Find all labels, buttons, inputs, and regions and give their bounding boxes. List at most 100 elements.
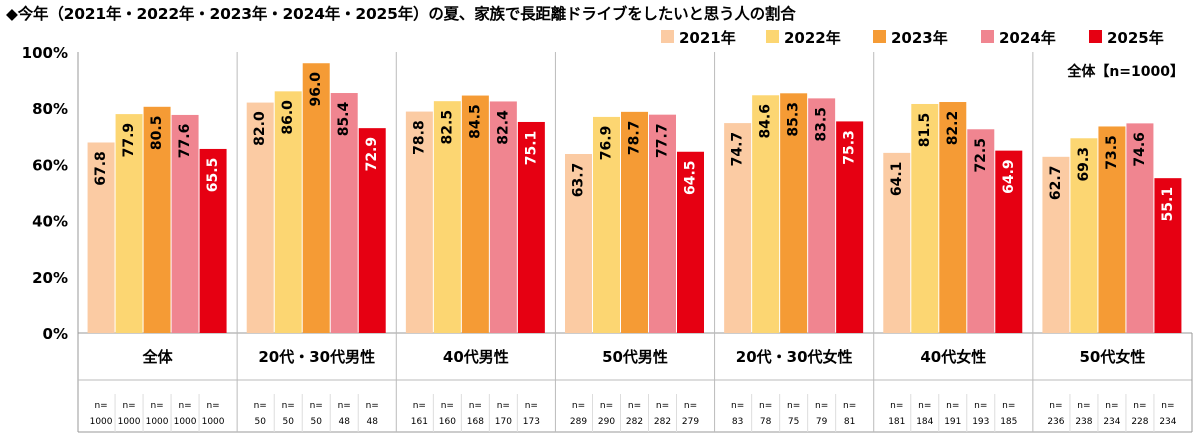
bar-value-label: 86.0 — [280, 100, 296, 135]
bar — [405, 111, 433, 334]
n-prefix-label: n= — [1161, 401, 1174, 411]
bar-value-label: 72.5 — [973, 138, 989, 173]
n-prefix-label: n= — [366, 401, 379, 411]
bar — [677, 151, 704, 333]
n-prefix-label: n= — [656, 401, 669, 411]
bar-value-label: 77.6 — [177, 124, 193, 159]
bar — [115, 114, 143, 333]
n-value: 48 — [338, 417, 350, 427]
n-prefix-label: n= — [1077, 401, 1090, 411]
n-value: 282 — [626, 417, 643, 427]
legend-swatch — [873, 30, 886, 43]
category-label: 40代男性 — [443, 348, 509, 366]
bar-value-label: 64.5 — [683, 160, 699, 195]
n-value: 234 — [1103, 417, 1120, 427]
y-tick-label: 0% — [43, 325, 68, 343]
n-prefix-label: n= — [94, 401, 107, 411]
legend-label: 2024年 — [999, 29, 1056, 47]
bar — [883, 152, 911, 333]
bar — [911, 103, 939, 333]
bar-value-label: 84.6 — [758, 104, 774, 139]
n-value: 1000 — [146, 417, 169, 427]
n-value: 181 — [888, 417, 905, 427]
bar-value-label: 81.5 — [917, 113, 933, 148]
y-tick-label: 60% — [32, 156, 68, 174]
n-value: 191 — [944, 417, 961, 427]
bar-value-label: 85.4 — [336, 101, 352, 136]
n-prefix-label: n= — [338, 401, 351, 411]
legend-label: 2021年 — [679, 29, 736, 47]
bar-value-label: 67.8 — [93, 151, 109, 186]
bar — [246, 102, 274, 333]
n-prefix-label: n= — [946, 401, 959, 411]
bar-value-label: 82.5 — [439, 110, 455, 145]
legend-label: 2023年 — [891, 29, 948, 47]
n-prefix-label: n= — [441, 401, 454, 411]
n-value: 282 — [654, 417, 671, 427]
n-prefix-label: n= — [525, 401, 538, 411]
n-prefix-label: n= — [731, 401, 744, 411]
n-prefix-label: n= — [178, 401, 191, 411]
bar-value-label: 74.7 — [730, 132, 746, 167]
n-value: 83 — [732, 417, 743, 427]
n-prefix-label: n= — [282, 401, 295, 411]
bar-value-label: 63.7 — [571, 163, 587, 198]
n-value: 1000 — [174, 417, 197, 427]
y-tick-label: 40% — [32, 213, 68, 231]
bar-value-label: 77.7 — [655, 123, 671, 158]
bar-value-label: 75.1 — [523, 131, 539, 166]
bar-value-label: 77.9 — [121, 123, 137, 158]
y-tick-label: 100% — [22, 44, 68, 62]
n-prefix-label: n= — [843, 401, 856, 411]
bar-value-label: 78.8 — [411, 120, 427, 155]
n-value: 234 — [1159, 417, 1176, 427]
bar — [517, 121, 545, 334]
bar — [621, 111, 648, 333]
bar — [461, 95, 489, 334]
bar-value-label: 80.5 — [149, 116, 165, 151]
category-label: 50代男性 — [602, 348, 668, 366]
bar — [1098, 126, 1126, 333]
n-value: 50 — [310, 417, 322, 427]
bar — [1070, 138, 1098, 333]
n-prefix-label: n= — [600, 401, 613, 411]
n-value: 78 — [760, 417, 772, 427]
n-value: 168 — [467, 417, 484, 427]
n-prefix-label: n= — [787, 401, 800, 411]
bar — [1042, 156, 1070, 333]
n-value: 75 — [788, 417, 799, 427]
bar — [274, 91, 302, 333]
n-value: 50 — [254, 417, 266, 427]
bar — [724, 123, 752, 333]
category-label: 全体 — [142, 348, 174, 366]
bar — [649, 114, 676, 334]
n-prefix-label: n= — [1002, 401, 1015, 411]
n-prefix-label: n= — [684, 401, 697, 411]
category-label: 50代女性 — [1079, 348, 1145, 366]
bar-value-label: 64.1 — [889, 162, 905, 197]
bar — [939, 102, 967, 333]
bar — [433, 101, 461, 333]
bar-value-label: 78.7 — [627, 121, 643, 156]
bar-value-label: 84.5 — [467, 104, 483, 139]
bar — [1126, 123, 1154, 334]
bar — [489, 101, 517, 334]
n-prefix-label: n= — [150, 401, 163, 411]
bar — [780, 93, 808, 333]
legend-label: 2022年 — [784, 29, 841, 47]
n-value: 289 — [570, 417, 587, 427]
n-value: 160 — [439, 417, 456, 427]
n-value: 79 — [816, 417, 828, 427]
bar-value-label: 96.0 — [308, 72, 324, 107]
bar-value-label: 64.9 — [1001, 159, 1017, 194]
bar — [358, 128, 386, 333]
bar-value-label: 74.6 — [1132, 132, 1148, 167]
n-value: 1000 — [118, 417, 141, 427]
n-prefix-label: n= — [310, 401, 323, 411]
n-prefix-label: n= — [628, 401, 641, 411]
bar — [995, 150, 1023, 333]
n-value: 238 — [1075, 417, 1092, 427]
chart-title: ◆今年（2021年・2022年・2023年・2024年・2025年）の夏、家族で… — [6, 5, 796, 23]
bar-value-label: 55.1 — [1160, 187, 1176, 222]
